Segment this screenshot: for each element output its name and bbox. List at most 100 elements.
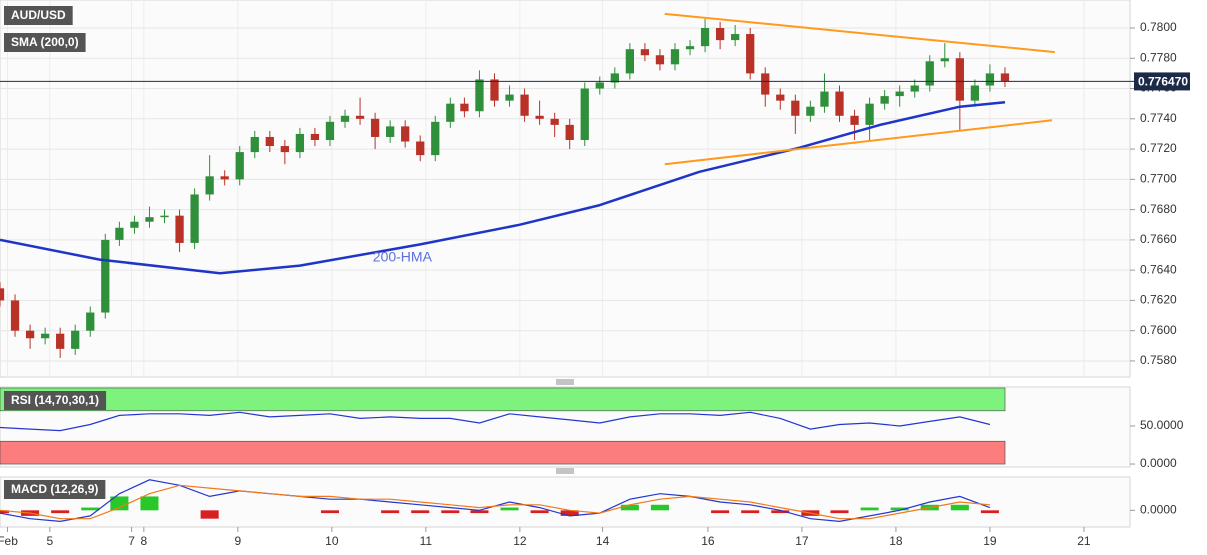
candle-body <box>761 73 770 95</box>
candle-body <box>10 300 20 331</box>
indicator-tag: AUD/USD <box>4 6 73 25</box>
candle-body <box>101 239 110 313</box>
panel-grip[interactable] <box>556 468 574 474</box>
histogram-bar <box>711 510 730 514</box>
candle-body <box>446 103 455 122</box>
x-tick-label: Feb <box>0 534 18 548</box>
candle-body <box>431 121 440 156</box>
x-tick-label: 5 <box>46 534 53 548</box>
x-tick-label: 17 <box>795 534 809 548</box>
candle-body <box>700 27 710 47</box>
candle-body <box>25 330 35 339</box>
candle-body <box>1000 73 1010 81</box>
candle-body <box>685 46 695 50</box>
candle-body <box>776 94 785 101</box>
candle-body <box>565 124 574 140</box>
candle-body <box>115 227 124 240</box>
y-tick-label: 0.7720 <box>1140 141 1177 155</box>
y-tick-label: 0.0000 <box>1140 456 1177 470</box>
candle-body <box>670 49 680 65</box>
x-tick-label: 14 <box>596 534 610 548</box>
candle-body <box>145 217 154 222</box>
x-tick-label: 21 <box>1077 534 1091 548</box>
x-tick-label: 16 <box>701 534 715 548</box>
histogram-bar <box>200 510 219 519</box>
indicator-tag: RSI (14,70,30,1) <box>4 391 107 410</box>
front-layer: Feb 5 7 8 9 10 11 12 14 16 17 18 19 21 200-HMA 0.776470… <box>0 6 1190 548</box>
candle-body <box>806 106 815 116</box>
candle-body <box>235 152 244 180</box>
histogram-bar <box>441 510 460 514</box>
candle-body <box>401 126 410 142</box>
candle-body <box>865 103 874 125</box>
tag-text: RSI (14,70,30,1) <box>11 393 99 407</box>
histogram-bar <box>890 507 909 511</box>
histogram-bar <box>381 510 400 514</box>
candle-body <box>940 58 949 62</box>
x-tick-label: 11 <box>420 534 433 548</box>
histogram-bar <box>950 504 969 511</box>
x-tick-label: 19 <box>983 534 997 548</box>
histogram-bar <box>620 504 639 511</box>
candle-body <box>985 73 995 86</box>
candle-body <box>746 34 755 74</box>
rsi-line <box>0 411 991 432</box>
candle-body <box>791 100 800 116</box>
last-price-box <box>1134 72 1190 91</box>
candle-body <box>190 194 199 243</box>
marks-layer <box>0 12 1134 523</box>
candle-body <box>610 73 619 83</box>
candle-body <box>520 94 529 116</box>
histogram-bar <box>140 496 159 511</box>
candle-body <box>731 34 740 41</box>
candle-body <box>475 79 484 112</box>
histogram-bar <box>0 510 10 514</box>
histogram-bar <box>650 504 669 511</box>
candle-body <box>416 141 425 156</box>
last-price-label: 0.776470 <box>1138 75 1188 89</box>
macd-line <box>0 484 990 520</box>
x-tick-label: 18 <box>889 534 903 548</box>
candle-body <box>955 58 964 101</box>
histogram-bar <box>560 510 579 516</box>
candle-body <box>880 96 889 104</box>
x-tick-label: 9 <box>235 534 242 548</box>
tag-box <box>4 391 107 410</box>
histogram-bar <box>500 507 519 511</box>
candle-body <box>310 133 320 140</box>
y-tick-label: 0.7620 <box>1140 293 1177 307</box>
tag-box <box>4 33 86 52</box>
tag-text: AUD/USD <box>11 8 66 22</box>
candle-body <box>0 288 5 301</box>
price-panel <box>0 0 1131 378</box>
histogram-bar <box>51 510 70 514</box>
candle-body <box>86 312 95 331</box>
histogram-bar <box>320 510 339 514</box>
candle-body <box>265 136 274 147</box>
histogram-bar <box>411 510 430 514</box>
y-tick-label: 0.7600 <box>1140 323 1177 337</box>
histogram-bar <box>771 510 790 514</box>
x-tick-label: 12 <box>513 534 527 548</box>
panel-grip[interactable] <box>556 379 574 385</box>
y-tick-label: 0.7580 <box>1140 353 1177 367</box>
candle-body <box>595 82 604 89</box>
candle-body <box>40 333 50 339</box>
histogram-bar <box>470 510 489 514</box>
candle-body <box>220 176 229 180</box>
candle-body <box>580 88 589 140</box>
y-tick-label: 0.0000 <box>1140 503 1177 517</box>
candle-body <box>655 55 665 65</box>
candle-body <box>550 118 559 125</box>
tag-box <box>4 6 73 25</box>
indicator-tag: SMA (200,0) <box>4 33 86 52</box>
x-tick-label: 8 <box>140 534 147 548</box>
y-tick-label: 0.7680 <box>1140 202 1177 216</box>
candle-body <box>355 115 365 119</box>
candle-body <box>160 215 169 218</box>
candle-body <box>490 79 499 101</box>
candle-body <box>715 27 725 41</box>
y-tick-label: 0.7740 <box>1140 111 1177 125</box>
candle-body <box>835 91 844 116</box>
